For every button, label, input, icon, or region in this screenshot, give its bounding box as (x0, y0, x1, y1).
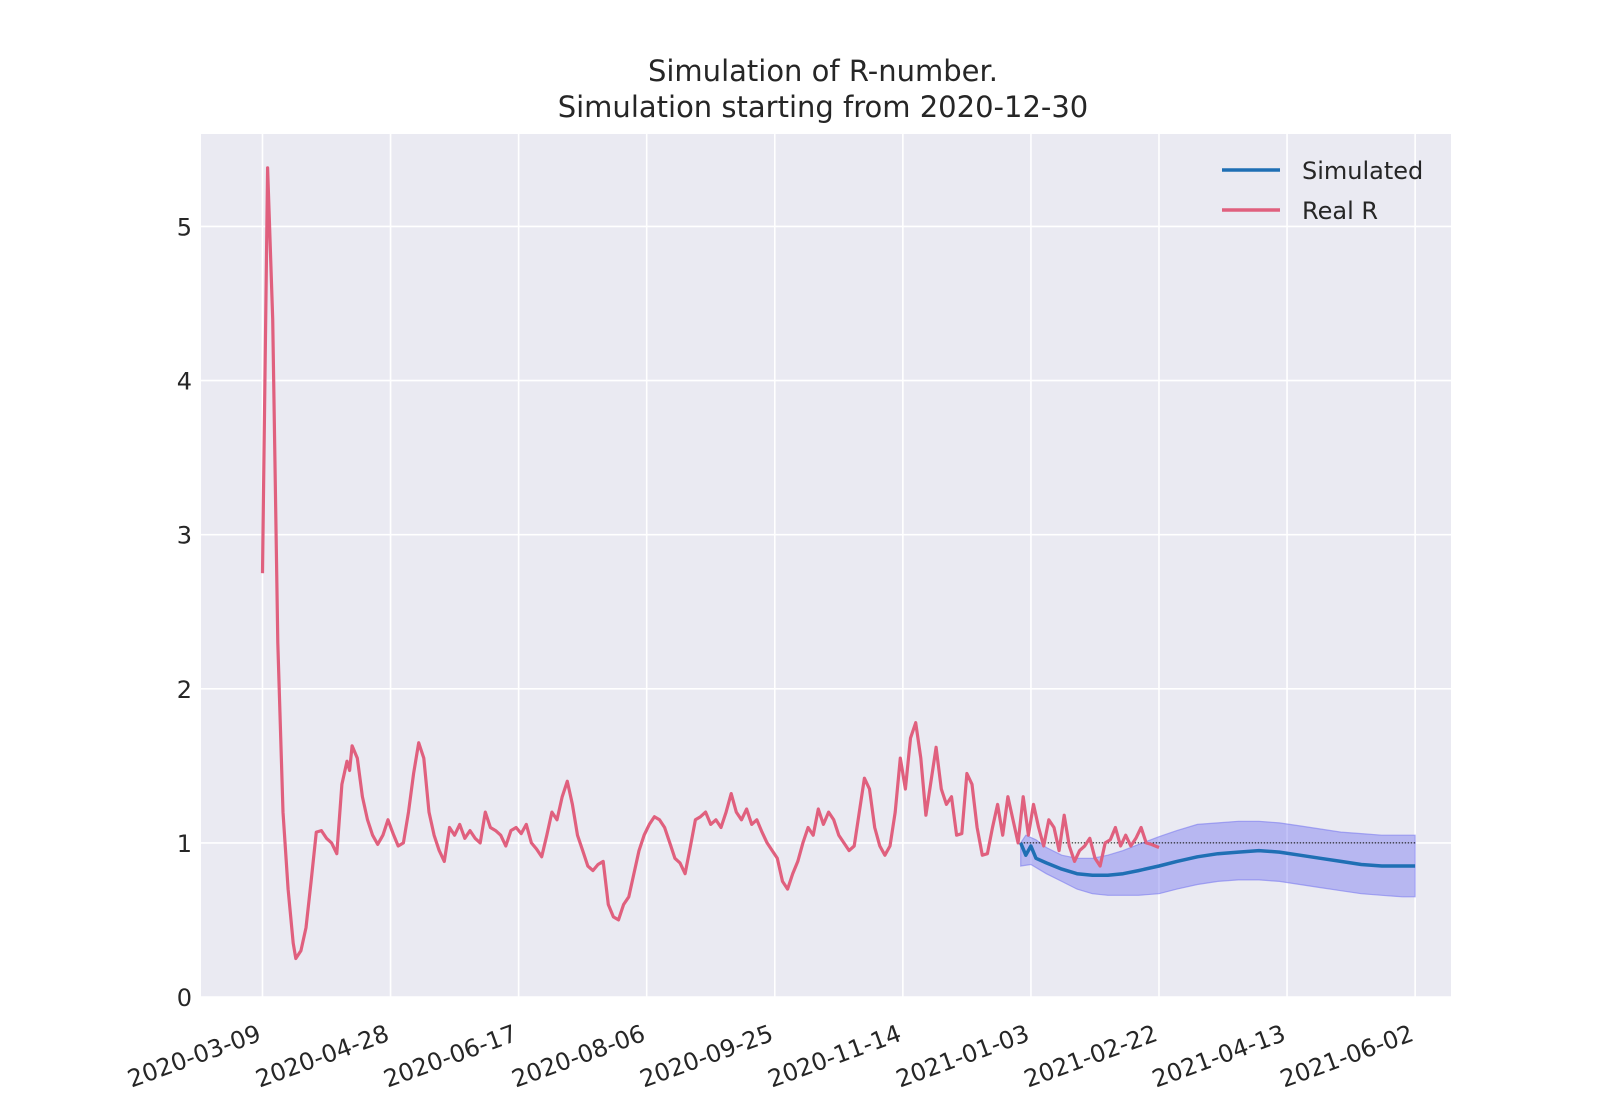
legend: Simulated Real R (1222, 157, 1423, 225)
x-tick-label: 2020-03-09 (124, 1019, 265, 1093)
legend-label-real-r: Real R (1302, 197, 1378, 225)
y-gridlines (201, 225, 1451, 998)
series-line-simulated (1019, 842, 1416, 878)
x-tick-label: 2020-09-25 (636, 1019, 777, 1093)
x-tick-label: 2021-06-02 (1277, 1019, 1418, 1093)
x-tick-label: 2020-04-28 (252, 1019, 393, 1093)
x-tick-label: 2020-06-17 (380, 1019, 521, 1093)
y-tick-label: 4 (177, 368, 192, 396)
y-tick-label: 3 (177, 522, 192, 550)
y-tick-label: 2 (177, 676, 192, 704)
x-tick-label: 2021-01-03 (892, 1019, 1033, 1093)
x-tick-label: 2021-02-22 (1020, 1019, 1161, 1093)
x-axis-ticks: 2020-03-092020-04-282020-06-172020-08-06… (124, 1019, 1417, 1093)
legend-label-simulated: Simulated (1302, 157, 1423, 185)
series-line-real-r (260, 166, 1160, 961)
y-tick-label: 5 (177, 213, 192, 241)
y-tick-label: 1 (177, 830, 192, 858)
chart-title-line-1: Simulation of R-number. (648, 54, 998, 88)
x-tick-label: 2021-04-13 (1148, 1019, 1289, 1093)
y-tick-label: 0 (177, 984, 192, 1012)
series-lines (260, 166, 1416, 961)
x-tick-label: 2020-11-14 (764, 1019, 905, 1093)
x-tick-label: 2020-08-06 (508, 1019, 649, 1093)
chart-title-line-2: Simulation starting from 2020-12-30 (558, 90, 1089, 124)
y-axis-ticks: 0 1 2 3 4 5 (177, 213, 192, 1012)
